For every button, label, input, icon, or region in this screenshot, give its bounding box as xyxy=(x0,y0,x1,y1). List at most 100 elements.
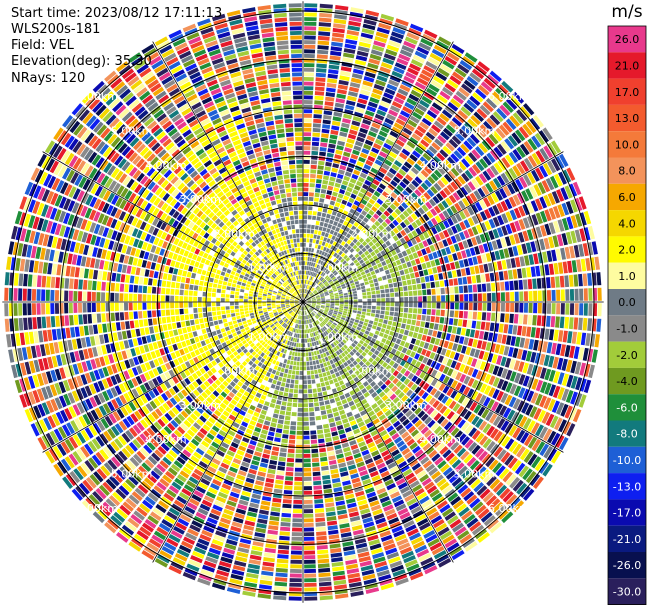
velocity-cell xyxy=(346,167,354,173)
velocity-cell xyxy=(430,422,439,432)
velocity-cell xyxy=(255,422,263,429)
velocity-cell xyxy=(312,303,316,305)
velocity-cell xyxy=(288,369,292,374)
velocity-cell xyxy=(401,323,406,329)
velocity-cell xyxy=(349,329,355,334)
velocity-cell xyxy=(463,140,473,151)
velocity-cell xyxy=(380,348,386,354)
velocity-cell xyxy=(444,83,456,93)
velocity-cell xyxy=(511,460,522,472)
velocity-cell xyxy=(401,394,409,402)
velocity-cell xyxy=(452,71,465,82)
velocity-cell xyxy=(399,213,406,221)
velocity-cell xyxy=(441,86,454,97)
velocity-cell xyxy=(439,90,451,101)
velocity-cell xyxy=(433,425,443,435)
velocity-cell xyxy=(547,160,557,174)
velocity-cell xyxy=(574,229,582,243)
velocity-cell xyxy=(500,292,505,302)
velocity-cell xyxy=(394,388,402,396)
velocity-cell xyxy=(583,210,592,225)
velocity-cell xyxy=(322,479,331,485)
velocity-cell xyxy=(491,354,498,364)
velocity-cell xyxy=(478,173,488,184)
velocity-cell xyxy=(482,155,492,166)
velocity-cell xyxy=(381,221,388,228)
velocity-cell xyxy=(314,273,318,278)
velocity-cell xyxy=(475,235,482,245)
velocity-cell xyxy=(379,314,385,319)
velocity-cell xyxy=(428,253,434,261)
velocity-cell xyxy=(359,268,364,273)
velocity-cell xyxy=(560,403,569,417)
velocity-cell xyxy=(374,317,379,322)
velocity-cell xyxy=(285,411,291,416)
velocity-cell xyxy=(347,133,357,140)
velocity-cell xyxy=(386,113,396,121)
velocity-cell xyxy=(403,291,409,297)
velocity-cell xyxy=(330,282,335,286)
velocity-cell xyxy=(360,253,366,259)
velocity-cell xyxy=(393,122,404,130)
velocity-cell xyxy=(303,421,309,426)
velocity-cell xyxy=(310,169,317,174)
velocity-cell xyxy=(472,284,478,293)
velocity-cell xyxy=(394,292,399,297)
velocity-cell xyxy=(282,377,287,383)
velocity-cell xyxy=(536,278,542,289)
velocity-cell xyxy=(426,406,435,415)
velocity-cell xyxy=(433,205,442,214)
velocity-cell xyxy=(388,283,394,288)
velocity-cell xyxy=(451,270,457,278)
velocity-cell xyxy=(279,386,285,392)
velocity-cell xyxy=(319,255,324,260)
velocity-cell xyxy=(425,201,433,210)
velocity-cell xyxy=(328,249,333,254)
velocity-cell xyxy=(290,421,297,426)
velocity-cell xyxy=(523,291,528,301)
velocity-cell xyxy=(420,321,426,328)
velocity-cell xyxy=(314,192,320,198)
velocity-cell xyxy=(346,239,352,245)
velocity-cell xyxy=(269,402,276,408)
velocity-cell xyxy=(432,251,438,259)
velocity-cell xyxy=(307,256,310,261)
velocity-cell xyxy=(383,175,392,183)
velocity-cell xyxy=(303,215,308,220)
velocity-cell xyxy=(476,108,488,119)
velocity-cell xyxy=(485,273,491,282)
velocity-cell xyxy=(446,237,453,246)
velocity-cell xyxy=(474,246,481,255)
velocity-cell xyxy=(327,277,331,282)
velocity-cell xyxy=(491,292,496,302)
velocity-cell xyxy=(415,219,422,227)
velocity-cell xyxy=(313,310,317,314)
velocity-cell xyxy=(344,320,349,325)
velocity-cell xyxy=(361,199,368,206)
velocity-cell xyxy=(392,200,400,208)
velocity-cell xyxy=(523,174,532,186)
velocity-cell xyxy=(481,139,492,151)
velocity-cell xyxy=(413,302,418,308)
velocity-cell xyxy=(330,261,335,267)
velocity-cell xyxy=(544,328,550,340)
velocity-cell xyxy=(272,413,279,419)
velocity-cell xyxy=(410,383,418,391)
velocity-cell xyxy=(303,123,312,128)
velocity-cell xyxy=(311,146,319,151)
velocity-cell xyxy=(471,430,481,440)
velocity-cell xyxy=(347,325,352,330)
velocity-cell xyxy=(471,320,477,329)
velocity-cell xyxy=(569,289,575,301)
velocity-cell xyxy=(332,566,345,572)
velocity-cell xyxy=(349,208,356,214)
velocity-cell xyxy=(287,355,292,360)
velocity-cell xyxy=(374,282,379,287)
velocity-cell xyxy=(562,261,568,274)
velocity-cell xyxy=(461,436,471,446)
velocity-cell xyxy=(559,153,569,167)
velocity-cell xyxy=(329,229,335,235)
velocity-cell xyxy=(321,414,328,420)
velocity-cell xyxy=(336,285,341,289)
velocity-cell xyxy=(307,303,311,306)
